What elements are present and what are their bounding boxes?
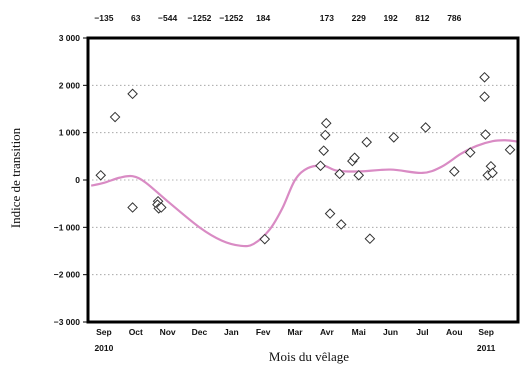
data-point <box>464 147 476 158</box>
top-value-label: 786 <box>447 13 461 23</box>
x-tick-label: Dec <box>192 327 208 337</box>
top-value-label: 812 <box>415 13 429 23</box>
data-point <box>480 129 491 140</box>
data-point <box>127 202 138 213</box>
data-point <box>353 169 365 181</box>
data-point <box>259 233 271 245</box>
x-year-label: 2011 <box>477 343 496 353</box>
data-point <box>319 129 331 141</box>
x-tick-label: Avr <box>320 327 335 337</box>
data-point <box>109 111 121 123</box>
x-tick-label: Jul <box>416 327 428 337</box>
data-point <box>364 233 376 245</box>
x-tick-label: Sep <box>96 327 112 337</box>
top-value-label: −1252 <box>219 13 243 23</box>
top-values-row: −135 63 −544 −1252 −1252 184 173 229 192 812 786 <box>94 13 461 23</box>
y-tick-label: 3 000 <box>59 33 81 43</box>
data-point <box>479 91 490 103</box>
top-value-label: 173 <box>320 13 334 23</box>
y-tick-label: 0 <box>75 175 80 185</box>
x-tick-label: Sep <box>478 327 494 337</box>
data-points <box>95 71 516 245</box>
top-value-label: 63 <box>131 13 141 23</box>
y-tick-label: 2 000 <box>59 80 81 90</box>
data-point <box>388 132 400 143</box>
plot-frame <box>86 36 520 324</box>
grid-lines <box>88 84 518 276</box>
data-point <box>324 208 336 219</box>
x-tick-label: Jan <box>224 327 239 337</box>
x-tick-label: Mai <box>352 327 366 337</box>
top-value-label: −135 <box>94 13 113 23</box>
data-point <box>315 160 326 172</box>
y-axis-ticks: 3 000 2 000 1 000 0 −1 000 −2 000 −3 000 <box>54 33 88 327</box>
trend-line <box>90 139 519 248</box>
data-point <box>320 117 332 129</box>
trend-curve <box>90 139 519 248</box>
x-axis-ticks: Sep Oct Nov Dec Jan Fev Mar Avr Mai Jun Jul Aou Sep 2… <box>94 327 495 353</box>
data-point <box>487 167 498 179</box>
x-year-label: 2010 <box>94 343 113 353</box>
y-tick-label: 1 000 <box>59 128 81 138</box>
y-axis-label: Indice de transition <box>8 127 23 228</box>
x-tick-label: Oct <box>129 327 143 337</box>
x-tick-label: Jun <box>383 327 398 337</box>
data-point <box>318 145 330 156</box>
top-value-label: 192 <box>383 13 397 23</box>
top-value-label: −544 <box>158 13 177 23</box>
data-point <box>448 166 460 177</box>
x-axis-label: Mois du vêlage <box>269 349 349 364</box>
x-tick-label: Nov <box>160 327 176 337</box>
data-point <box>335 219 347 230</box>
x-tick-label: Mar <box>287 327 303 337</box>
x-tick-label: Fev <box>256 327 271 337</box>
data-point <box>504 144 516 156</box>
top-value-label: 184 <box>256 13 270 23</box>
data-point <box>479 71 490 83</box>
data-point <box>95 169 107 181</box>
y-tick-label: −3 000 <box>54 317 81 327</box>
data-point <box>349 152 360 164</box>
y-tick-label: −1 000 <box>54 222 81 232</box>
data-point <box>334 168 345 180</box>
x-tick-label: Aou <box>446 327 463 337</box>
top-value-label: −1252 <box>188 13 212 23</box>
data-point <box>155 202 167 213</box>
y-tick-label: −2 000 <box>54 270 81 280</box>
data-point <box>361 136 373 148</box>
data-point <box>420 122 431 133</box>
data-point <box>127 88 138 100</box>
top-value-label: 229 <box>352 13 366 23</box>
